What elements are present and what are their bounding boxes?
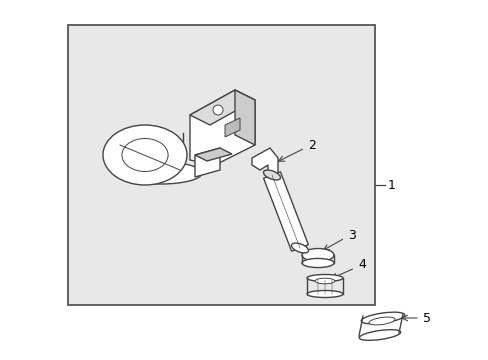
Ellipse shape: [263, 170, 280, 180]
Text: 4: 4: [357, 258, 365, 271]
Text: 3: 3: [347, 229, 355, 242]
Polygon shape: [224, 118, 240, 137]
Circle shape: [213, 105, 223, 115]
Polygon shape: [251, 148, 278, 180]
Ellipse shape: [314, 278, 334, 284]
Ellipse shape: [306, 274, 342, 282]
Polygon shape: [235, 90, 254, 145]
Ellipse shape: [291, 243, 308, 253]
Ellipse shape: [361, 312, 404, 324]
Bar: [68, 25, 374, 305]
Polygon shape: [190, 90, 254, 125]
Ellipse shape: [306, 291, 342, 297]
Text: 5: 5: [422, 311, 430, 324]
Ellipse shape: [302, 258, 333, 267]
Ellipse shape: [359, 330, 400, 340]
Polygon shape: [190, 90, 254, 165]
Ellipse shape: [120, 162, 202, 184]
Ellipse shape: [368, 317, 394, 325]
Ellipse shape: [103, 125, 186, 185]
Ellipse shape: [302, 248, 333, 261]
Polygon shape: [263, 172, 308, 251]
Text: 2: 2: [307, 139, 315, 152]
Polygon shape: [195, 148, 220, 177]
Text: 1: 1: [387, 179, 395, 192]
Polygon shape: [195, 148, 231, 161]
